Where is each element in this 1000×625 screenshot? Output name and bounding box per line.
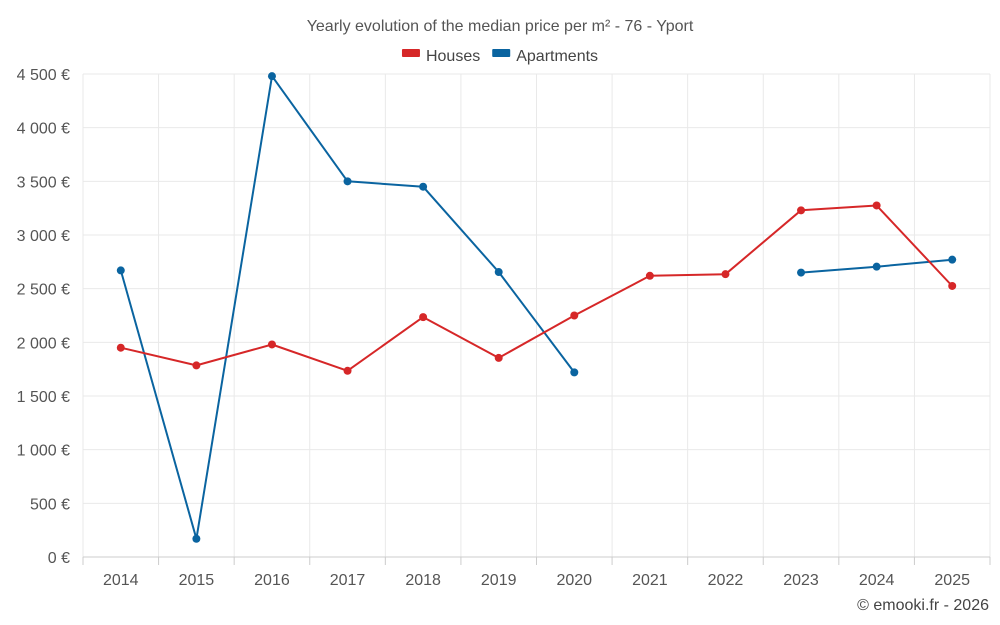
x-tick-label: 2018	[405, 572, 441, 589]
data-point-apartments[interactable]	[116, 266, 125, 275]
y-tick-label: 0 €	[48, 550, 70, 567]
data-point-houses[interactable]	[645, 271, 654, 280]
x-tick-label: 2022	[708, 572, 744, 589]
series-apartments	[116, 72, 957, 543]
series-line-apartments	[119, 75, 576, 540]
data-point-apartments[interactable]	[267, 72, 276, 81]
data-point-houses[interactable]	[570, 311, 579, 320]
data-point-apartments[interactable]	[948, 255, 957, 264]
legend-swatch	[401, 49, 420, 57]
data-point-houses[interactable]	[872, 201, 881, 210]
y-tick-label: 500 €	[30, 496, 70, 513]
data-point-houses[interactable]	[948, 281, 957, 290]
x-tick-label: 2014	[103, 572, 139, 589]
data-point-apartments[interactable]	[419, 182, 428, 191]
data-point-houses[interactable]	[267, 340, 276, 349]
legend: Houses Apartments	[401, 48, 598, 65]
data-point-houses[interactable]	[116, 343, 125, 352]
x-tick-label: 2015	[179, 572, 215, 589]
x-tick-label: 2024	[859, 572, 895, 589]
x-tick-label: 2019	[481, 572, 517, 589]
legend-item-apartments[interactable]: Apartments	[492, 48, 598, 65]
y-tick-label: 4 500 €	[17, 67, 70, 84]
legend-label: Houses	[426, 48, 480, 65]
chart-title: Yearly evolution of the median price per…	[307, 18, 694, 35]
grid	[82, 73, 991, 557]
series-houses	[116, 201, 957, 375]
x-tick-label: 2017	[330, 572, 366, 589]
data-point-apartments[interactable]	[570, 368, 579, 377]
data-point-apartments[interactable]	[343, 177, 352, 186]
data-point-houses[interactable]	[721, 270, 730, 279]
x-tick-label: 2016	[254, 572, 290, 589]
data-point-apartments[interactable]	[192, 534, 201, 543]
y-tick-label: 3 000 €	[17, 228, 70, 245]
series-line-houses	[120, 204, 953, 372]
y-tick-label: 1 000 €	[17, 443, 70, 460]
x-tick-label: 2020	[556, 572, 592, 589]
data-point-houses[interactable]	[343, 366, 352, 375]
y-tick-label: 4 000 €	[17, 121, 70, 138]
y-tick-label: 1 500 €	[17, 389, 70, 406]
legend-item-houses[interactable]: Houses	[401, 48, 480, 65]
y-tick-label: 2 000 €	[17, 335, 70, 352]
data-point-houses[interactable]	[192, 361, 201, 370]
data-point-apartments[interactable]	[872, 262, 881, 271]
data-point-apartments[interactable]	[494, 268, 503, 277]
data-point-apartments[interactable]	[797, 268, 806, 277]
y-tick-label: 2 500 €	[17, 282, 70, 299]
x-tick-label: 2025	[934, 572, 970, 589]
legend-swatch	[492, 49, 511, 57]
axes: 0 € 500 € 1 000 € 1 500 € 2 000 € 2 500 € 3 00…	[17, 67, 991, 589]
series-layer	[116, 72, 957, 543]
data-point-houses[interactable]	[419, 313, 428, 322]
credit-text: © emooki.fr - 2026	[857, 597, 989, 614]
legend-label: Apartments	[516, 48, 598, 65]
y-tick-label: 3 500 €	[17, 174, 70, 191]
x-tick-label: 2023	[783, 572, 819, 589]
data-point-houses[interactable]	[494, 353, 503, 362]
data-point-houses[interactable]	[797, 206, 806, 215]
x-tick-label: 2021	[632, 572, 668, 589]
